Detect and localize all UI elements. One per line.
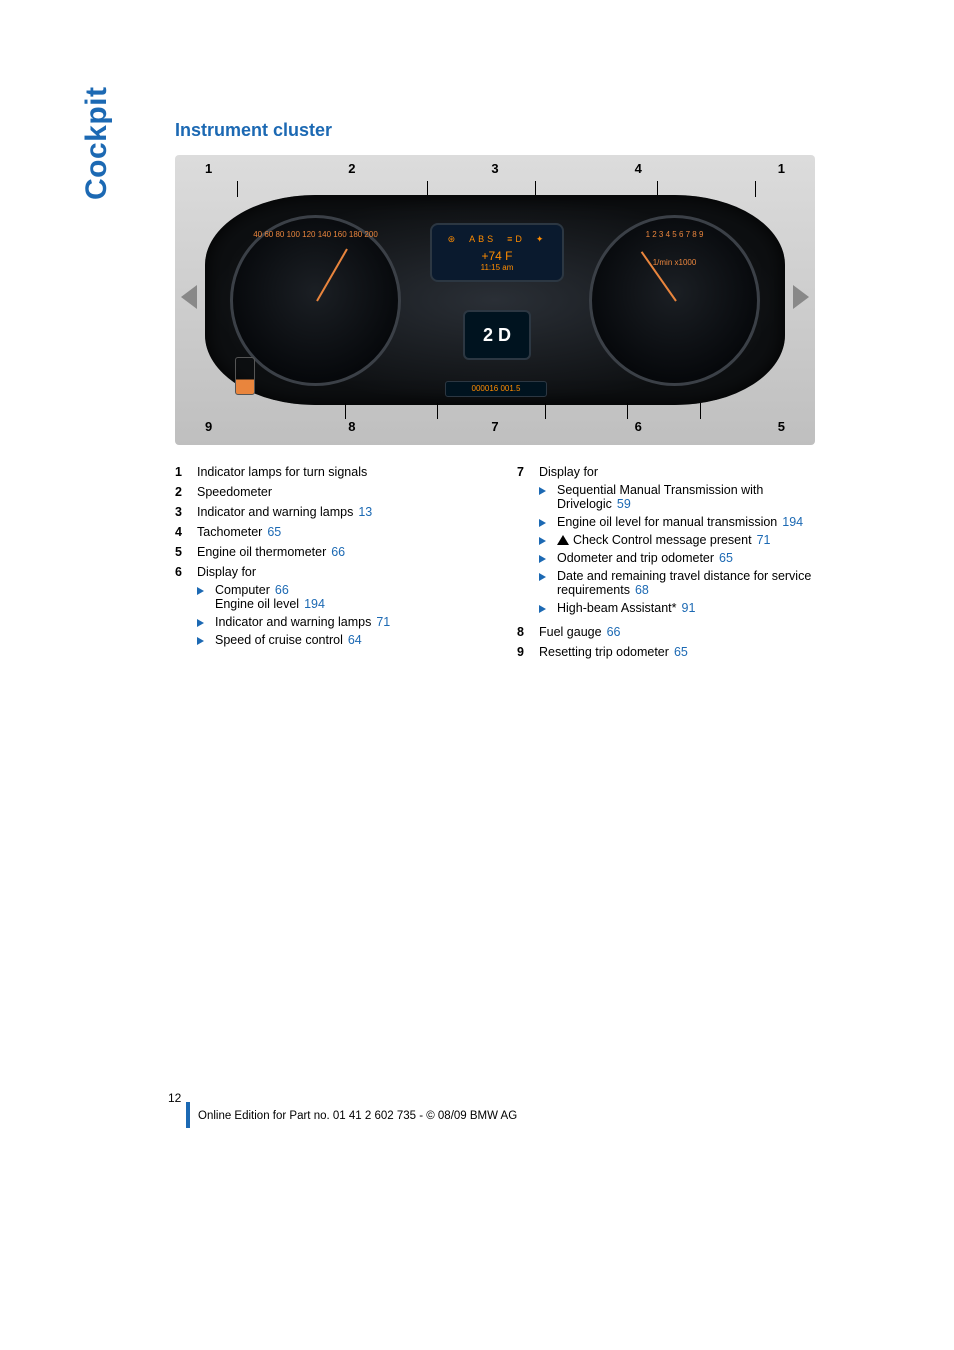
turn-signal-right-icon (793, 285, 809, 309)
legend-subitem: Check Control message present71 (539, 533, 827, 547)
callout: 2 (348, 161, 355, 181)
legend-number: 2 (175, 485, 197, 499)
legend-item: 1Indicator lamps for turn signals (175, 465, 485, 479)
section-tab: Cockpit (80, 86, 114, 200)
legend-number: 6 (175, 565, 197, 651)
fuel-gauge-icon (235, 357, 255, 395)
legend-number: 1 (175, 465, 197, 479)
legend-subitem: Odometer and trip odometer65 (539, 551, 827, 565)
turn-signal-left-icon (181, 285, 197, 309)
callout: 6 (635, 419, 642, 439)
callout: 8 (348, 419, 355, 439)
legend-number: 4 (175, 525, 197, 539)
info-display: ⊛ ABS ≡D ✦ +74 F 11:15 am (430, 223, 564, 282)
legend-number: 8 (517, 625, 539, 639)
callouts-bottom: 9 8 7 6 5 (175, 419, 815, 439)
legend-item: 9Resetting trip odometer65 (517, 645, 827, 659)
page-ref: 65 (674, 645, 688, 659)
legend-number: 5 (175, 545, 197, 559)
legend-text: Indicator and warning lamps13 (197, 505, 485, 519)
legend-subitem: Speed of cruise control64 (197, 633, 485, 647)
legend-item: 8Fuel gauge66 (517, 625, 827, 639)
page-ref: 71 (757, 533, 771, 547)
page-ref: 59 (617, 497, 631, 511)
legend-item: 2Speedometer (175, 485, 485, 499)
legend-text: Speedometer (197, 485, 485, 499)
tachometer-dial: 1 2 3 4 5 6 7 8 9 1/min x1000 (589, 215, 760, 386)
legend-text: Display forComputer66Engine oil level194… (197, 565, 485, 651)
legend-item: 7Display forSequential Manual Transmissi… (517, 465, 827, 619)
legend-subitem: Engine oil level for manual transmission… (539, 515, 827, 529)
legend-number: 7 (517, 465, 539, 619)
callouts-top: 1 2 3 4 1 (175, 161, 815, 181)
legend-subitem: Sequential Manual Transmission with Driv… (539, 483, 827, 511)
page-ref: 71 (376, 615, 390, 629)
callout: 9 (205, 419, 212, 439)
page-ref: 194 (782, 515, 803, 529)
instrument-cluster-figure: 1 2 3 4 1 40 60 80 100 120 140 160 180 2… (175, 155, 815, 445)
legend-item: 4Tachometer65 (175, 525, 485, 539)
page-ref: 13 (358, 505, 372, 519)
page-ref: 91 (682, 601, 696, 615)
section-title: Instrument cluster (175, 120, 895, 141)
page-ref: 64 (348, 633, 362, 647)
callout: 1 (205, 161, 212, 181)
page-ref: 65 (719, 551, 733, 565)
page-ref: 66 (275, 583, 289, 597)
legend-subitem: High-beam Assistant*91 (539, 601, 827, 615)
callout: 3 (491, 161, 498, 181)
legend-text: Resetting trip odometer65 (539, 645, 827, 659)
legend-item: 6Display forComputer66Engine oil level19… (175, 565, 485, 651)
page-number: 12 (168, 1091, 181, 1105)
callout: 7 (491, 419, 498, 439)
legend-left: 1Indicator lamps for turn signals2Speedo… (175, 465, 485, 651)
legend-text: Tachometer65 (197, 525, 485, 539)
legend-number: 9 (517, 645, 539, 659)
page-ref: 68 (635, 583, 649, 597)
warning-icon (557, 535, 569, 545)
page-ref: 66 (331, 545, 345, 559)
legend-right: 7Display forSequential Manual Transmissi… (517, 465, 827, 659)
page-ref: 194 (304, 597, 325, 611)
legend-text: Fuel gauge66 (539, 625, 827, 639)
speedometer-dial: 40 60 80 100 120 140 160 180 200 (230, 215, 401, 386)
odometer-display: 000016 001.5 (445, 381, 547, 397)
legend-subitem: Indicator and warning lamps71 (197, 615, 485, 629)
legend-subitem: Date and remaining travel distance for s… (539, 569, 827, 597)
gear-display: 2 D (463, 310, 531, 360)
legend-item: 5Engine oil thermometer66 (175, 545, 485, 559)
legend-text: Engine oil thermometer66 (197, 545, 485, 559)
page-ref: 66 (607, 625, 621, 639)
legend-subitem: Computer66Engine oil level194 (197, 583, 485, 611)
footer-text: Online Edition for Part no. 01 41 2 602 … (198, 1110, 517, 1122)
cluster-body: 40 60 80 100 120 140 160 180 200 1 2 3 4… (205, 195, 785, 405)
footer-accent (186, 1102, 190, 1128)
legend-number: 3 (175, 505, 197, 519)
page-ref: 65 (267, 525, 281, 539)
legend-text: Display forSequential Manual Transmissio… (539, 465, 827, 619)
callout: 5 (778, 419, 785, 439)
legend-item: 3Indicator and warning lamps13 (175, 505, 485, 519)
legend-text: Indicator lamps for turn signals (197, 465, 485, 479)
callout: 1 (778, 161, 785, 181)
callout: 4 (635, 161, 642, 181)
